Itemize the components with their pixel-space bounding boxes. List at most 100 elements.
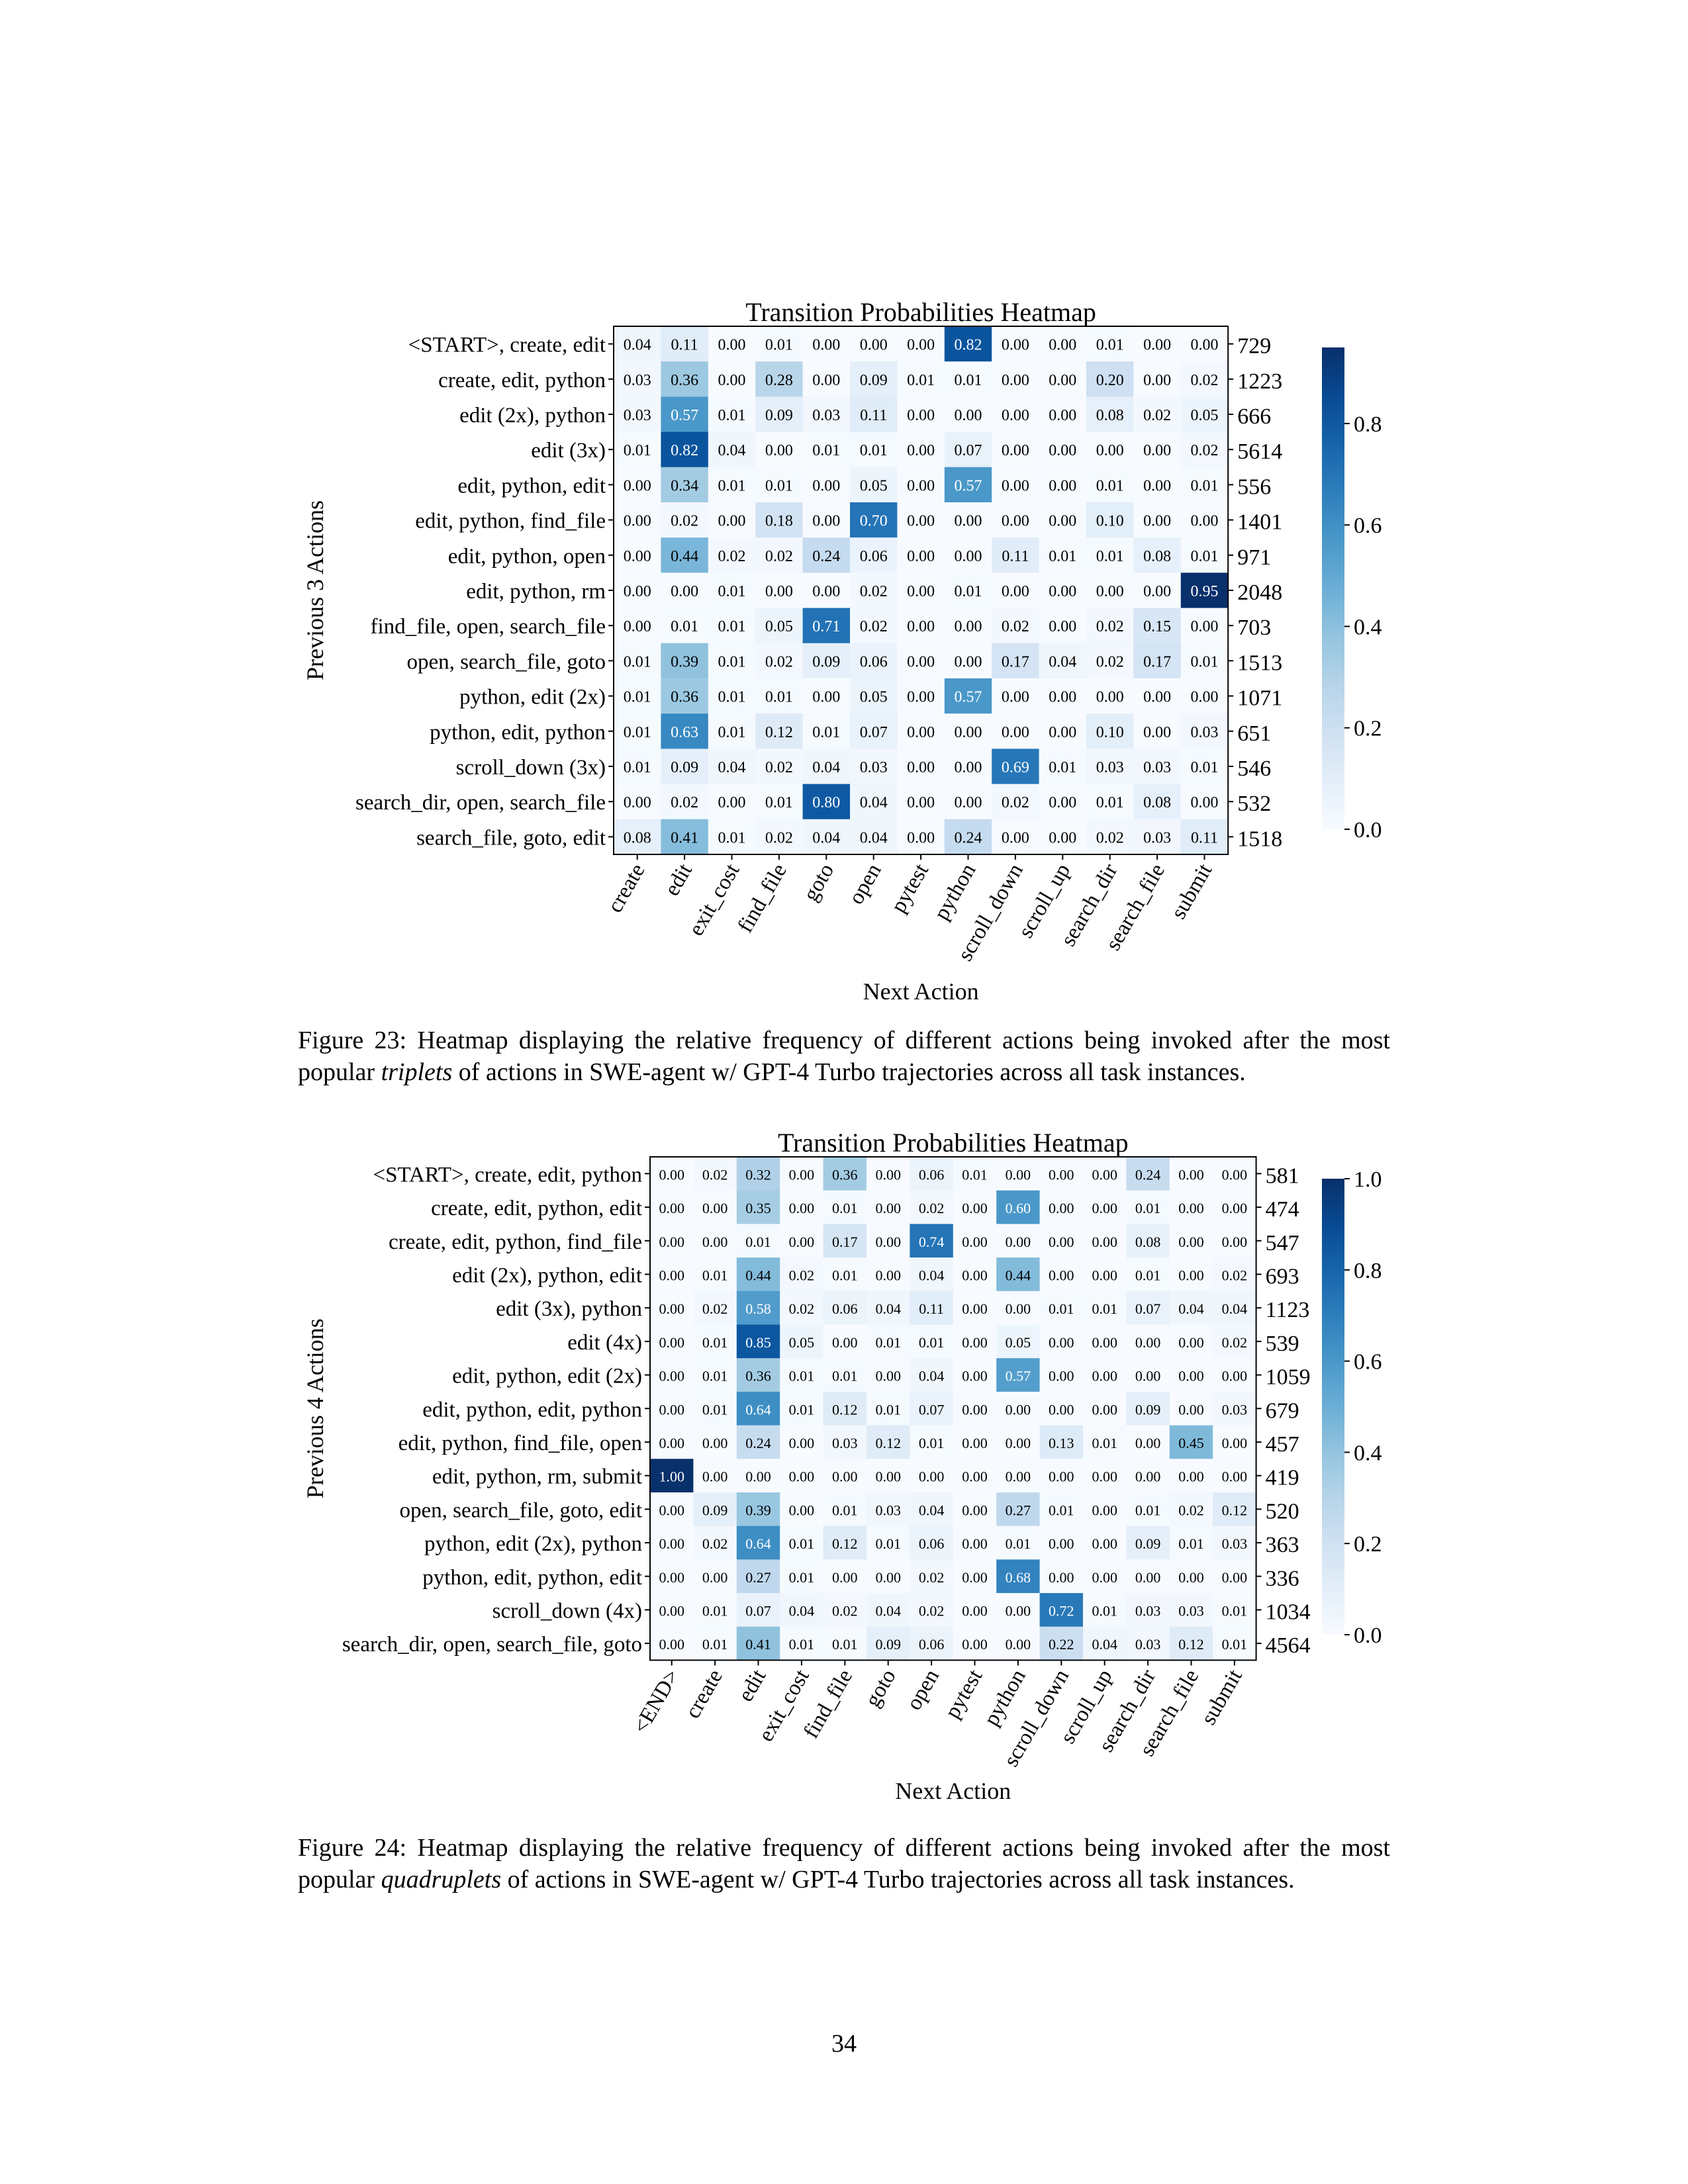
- heatmap-cell: [802, 572, 851, 609]
- cell-value-label: 0.00: [1092, 1166, 1117, 1183]
- heatmap-cell: [1180, 643, 1229, 679]
- row-count-label: 5614: [1237, 439, 1282, 464]
- heatmap-cell: [661, 713, 709, 749]
- heatmap-cell: [1086, 537, 1134, 573]
- cell-value-label: 0.01: [919, 1435, 945, 1451]
- cell-value-label: 0.69: [1002, 759, 1029, 776]
- heatmap-cell: [850, 432, 898, 468]
- cell-value-label: 0.01: [1178, 1535, 1204, 1552]
- cell-value-label: 0.00: [907, 548, 935, 565]
- cell-value-label: 0.07: [745, 1602, 771, 1619]
- cell-value-label: 0.04: [919, 1502, 945, 1518]
- heatmap-cell: [661, 572, 709, 609]
- heatmap-cell: [1133, 432, 1182, 468]
- cell-value-label: 0.00: [1178, 1334, 1204, 1351]
- cell-value-label: 0.01: [1191, 548, 1219, 565]
- cell-value-label: 0.04: [812, 759, 840, 776]
- cell-value-label: 0.04: [1178, 1300, 1204, 1317]
- row-count-label: 1401: [1237, 510, 1282, 535]
- heatmap-cell: [1133, 361, 1182, 397]
- heatmap-cell: [1039, 396, 1087, 433]
- cell-value-label: 0.57: [955, 689, 982, 706]
- row-count-label: 419: [1266, 1466, 1299, 1490]
- cell-value-label: 0.00: [702, 1469, 728, 1485]
- cell-value-label: 0.00: [659, 1401, 684, 1418]
- cell-value-label: 0.00: [1096, 689, 1124, 706]
- cell-value-label: 0.00: [1002, 513, 1029, 530]
- cell-value-label: 0.00: [1006, 1166, 1031, 1183]
- heatmap-cell: [944, 713, 992, 749]
- heatmap-cell: [897, 467, 945, 503]
- cell-value-label: 0.41: [745, 1636, 771, 1653]
- caption-emphasis: quadruplets: [381, 1866, 502, 1893]
- y-axis-label: Previous 4 Actions: [302, 1318, 328, 1498]
- cell-value-label: 0.00: [1178, 1166, 1204, 1183]
- heatmap-cell: [1086, 396, 1134, 433]
- cell-value-label: 0.44: [671, 548, 698, 565]
- heatmap-cell: [850, 643, 898, 679]
- cell-value-label: 0.00: [1222, 1569, 1248, 1586]
- cell-value-label: 0.02: [1178, 1502, 1204, 1518]
- y-tick-label: open, search_file, goto: [406, 650, 606, 674]
- cell-value-label: 0.12: [875, 1435, 901, 1451]
- cell-value-label: 0.09: [1135, 1401, 1161, 1418]
- cell-value-label: 0.00: [962, 1368, 988, 1385]
- cell-value-label: 0.00: [624, 548, 651, 565]
- cell-value-label: 0.63: [671, 724, 698, 741]
- cell-value-label: 0.01: [702, 1401, 728, 1418]
- colorbar-tick-label: 0.6: [1354, 1350, 1382, 1375]
- y-tick-label: edit, python, edit, python: [422, 1398, 642, 1422]
- cell-value-label: 0.07: [860, 724, 888, 741]
- cell-value-label: 0.03: [875, 1502, 901, 1518]
- heatmap-cell: [1039, 572, 1087, 609]
- cell-value-label: 0.00: [1006, 1401, 1031, 1418]
- heatmap-cell: [802, 502, 851, 538]
- heatmap-cell: [1039, 608, 1087, 644]
- cell-value-label: 0.06: [860, 653, 888, 670]
- heatmap-cell: [1180, 572, 1229, 609]
- cell-value-label: 0.00: [671, 583, 698, 600]
- cell-value-label: 0.09: [860, 372, 888, 389]
- cell-value-label: 0.00: [789, 1469, 815, 1485]
- cell-value-label: 0.00: [907, 829, 935, 846]
- heatmap-cell: [850, 361, 898, 397]
- cell-value-label: 0.01: [1135, 1200, 1161, 1216]
- cell-value-label: 0.00: [962, 1401, 988, 1418]
- cell-value-label: 0.00: [962, 1200, 988, 1216]
- cell-value-label: 0.00: [962, 1234, 988, 1250]
- figure-23-caption: Figure 23: Heatmap displaying the relati…: [298, 1026, 1390, 1086]
- heatmap-cell: [1180, 326, 1229, 362]
- heatmap-cell: [944, 432, 992, 468]
- heatmap-cell: [661, 361, 709, 397]
- colorbar-tick-label: 0.4: [1354, 1441, 1382, 1465]
- cell-value-label: 0.03: [832, 1435, 858, 1451]
- heatmap-cell: [944, 537, 992, 573]
- y-tick-label: create, edit, python: [438, 369, 606, 392]
- y-tick-label: edit, python, edit: [457, 474, 606, 498]
- cell-value-label: 0.44: [745, 1267, 771, 1283]
- heatmap-cell: [1039, 819, 1087, 855]
- heatmap-cell: [802, 396, 851, 433]
- cell-value-label: 0.00: [1002, 724, 1029, 741]
- cell-value-label: 0.00: [1049, 689, 1076, 706]
- cell-value-label: 0.09: [765, 407, 793, 424]
- cell-value-label: 0.00: [875, 1469, 901, 1485]
- cell-value-label: 0.00: [955, 653, 982, 670]
- cell-value-label: 0.74: [919, 1234, 945, 1250]
- heatmap-cell: [755, 502, 804, 538]
- cell-value-label: 0.00: [1178, 1200, 1204, 1216]
- heatmap-cell: [708, 537, 756, 573]
- cell-value-label: 0.00: [907, 653, 935, 670]
- cell-value-label: 0.68: [1006, 1569, 1031, 1586]
- cell-value-label: 0.00: [1191, 794, 1219, 811]
- cell-value-label: 0.39: [745, 1502, 771, 1518]
- heatmap-cell: [661, 396, 709, 433]
- heatmap-cell: [850, 608, 898, 644]
- cell-value-label: 0.02: [718, 548, 746, 565]
- heatmap-cell: [1180, 819, 1229, 855]
- heatmap-cell: [708, 784, 756, 820]
- cell-value-label: 0.00: [962, 1535, 988, 1552]
- heatmap-cell: [1039, 432, 1087, 468]
- cell-value-label: 0.02: [860, 583, 888, 600]
- cell-value-label: 0.01: [832, 1267, 858, 1283]
